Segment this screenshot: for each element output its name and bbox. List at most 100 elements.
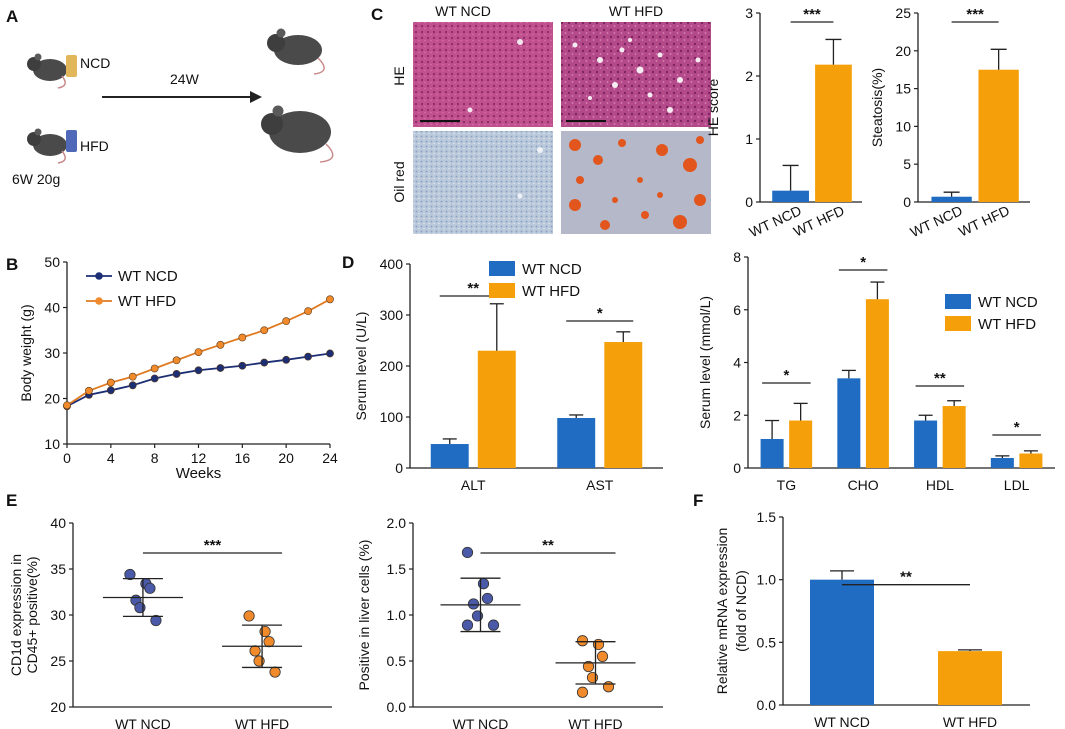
hfd-food-icon [66,130,77,152]
bw-point [326,295,334,304]
bw-x-tick-label: 16 [235,450,251,466]
su-legend-label: WT HFD [522,283,580,300]
sm-bar [942,406,966,468]
cd1d-point [249,645,261,657]
sm-bar [990,457,1014,468]
sm-y-tick-label: 6 [733,302,741,318]
cd1d-y-label-line2: CD45+ positive(%) [24,556,40,673]
he-y-label: HE score [705,79,721,137]
cd1d-y-tick-label: 40 [50,515,66,531]
su-legend-label: WT NCD [522,261,582,278]
su-x-tick-label: ALT [461,477,486,493]
st-x-tick-label: WT HFD [956,202,1012,239]
arrow-head-icon [250,91,262,103]
sm-y-tick-label: 4 [733,355,741,371]
st-bar [978,69,1019,202]
lc-x-tick-label: WT NCD [453,716,509,729]
lc-x-tick-label: WT HFD [568,716,622,729]
lc-y-tick-label: 0.5 [387,653,407,669]
sm-y-label: Serum level (mmol/L) [697,296,713,429]
mrna-y-label-line2: (fold of NCD) [733,570,749,652]
sm-sig-stars: * [783,367,789,384]
bw-y-label: Body weight (g) [18,304,34,401]
bw-x-tick-label: 4 [107,450,115,466]
panel-letter-a: A [6,7,18,26]
sm-x-tick-label: TG [777,477,796,493]
he-y-tick-label: 3 [745,5,753,21]
mrna-bar [810,579,874,705]
st-y-label: Steatosis(%) [869,68,885,147]
bw-y-tick-label: 20 [44,391,60,407]
st-x-tick-label: WT NCD [908,202,965,240]
sm-y-tick-label: 8 [733,249,741,265]
su-y-tick-label: 100 [380,409,404,425]
cd1d-x-tick-label: WT NCD [115,716,171,729]
duration-label: 24W [170,71,200,87]
bw-series-line [66,352,331,408]
st-y-tick-label: 25 [895,5,911,21]
bw-point [150,374,159,383]
mrna-y-tick-label: 1.5 [757,509,777,525]
lc-point [576,635,589,647]
mrna-x-tick-label: WT HFD [943,714,997,729]
panel-c-histology: WT NCD WT HFD HE Oil red [391,3,711,234]
mouse-ncd-icon [27,53,67,89]
cd1d-y-label-line1: CD1d expression in [8,554,24,676]
sm-legend-swatch [945,294,971,309]
mouse-hfd-icon [27,128,67,164]
bw-legend-marker [95,272,103,280]
sm-sig-stars: * [1014,419,1020,436]
cd1d-y-tick-label: 20 [50,699,66,715]
bw-point [172,356,181,365]
sm-x-tick-label: LDL [1004,477,1030,493]
bw-y-tick-label: 30 [44,345,60,361]
bw-point [282,355,291,364]
start-label: 6W 20g [12,171,60,187]
lc-point [582,660,595,673]
su-y-label: Serum level (U/L) [353,312,369,421]
he-y-tick-label: 2 [745,68,753,84]
mrna-y-tick-label: 1.0 [757,572,777,588]
panel-letter-b: B [6,255,18,274]
su-y-tick-label: 0 [395,460,403,476]
bw-y-tick-label: 50 [44,254,60,270]
cd1d-point [243,610,255,622]
panel-letter-d: D [342,253,354,272]
sm-bar [760,438,784,468]
ncd-food-icon [66,55,77,77]
bw-point [216,340,225,349]
bw-y-tick-label: 10 [44,436,60,452]
lc-y-label: Positive in liver cells (%) [356,540,372,691]
bw-point [194,348,203,356]
lc-point [467,598,480,610]
he-ncd-image [413,22,553,127]
bw-legend-label: WT NCD [118,268,178,285]
su-bar [430,444,469,468]
sm-y-tick-label: 2 [733,407,741,423]
bw-point [128,372,137,381]
panel-letter-e: E [6,491,17,510]
lc-point [596,650,609,663]
bw-x-tick-label: 24 [322,450,338,466]
bw-x-tick-label: 12 [191,450,207,466]
cd1d-sig-stars: *** [204,537,222,554]
lc-y-tick-label: 1.5 [387,561,407,577]
st-y-tick-label: 10 [895,118,911,134]
lc-y-tick-label: 0.0 [387,699,407,715]
bw-point [260,326,269,335]
mrna-x-tick-label: WT NCD [814,714,870,729]
mouse-ncd-adult-icon [267,28,325,75]
bw-point [304,307,312,316]
panel-letter-c: C [371,5,383,24]
histology-row-he: HE [391,66,407,85]
bw-point [238,333,247,342]
he-y-tick-label: 0 [745,194,753,210]
cd1d-y-tick-label: 35 [50,561,66,577]
hfd-label: HFD [80,138,109,154]
lc-y-tick-label: 2.0 [387,515,407,531]
su-bar [477,350,516,468]
st-bar [931,196,972,202]
mrna-y-tick-label: 0.0 [757,697,777,713]
bw-point [326,349,334,358]
